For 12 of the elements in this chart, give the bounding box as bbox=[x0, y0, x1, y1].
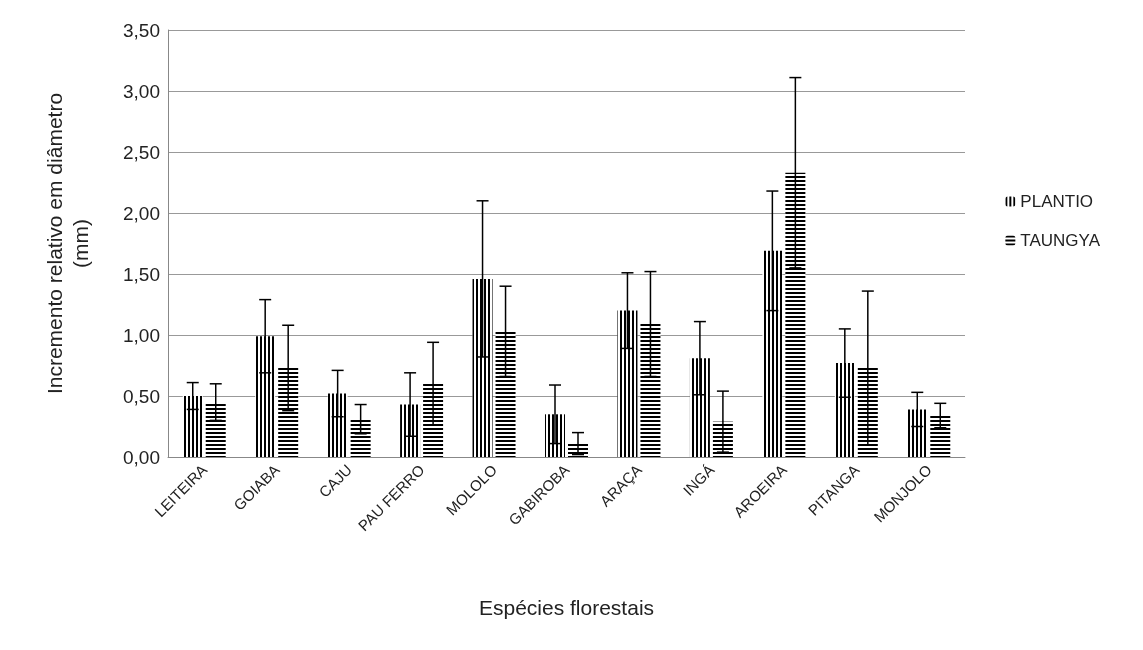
y-axis-title: Incremento relativo em diâmetro (mm) bbox=[42, 92, 92, 395]
y-tick-label: 3,00 bbox=[123, 80, 160, 102]
y-tick-label: 1,00 bbox=[123, 324, 160, 346]
y-tick-label: 1,50 bbox=[123, 263, 160, 285]
y-tick-label: 3,50 bbox=[123, 19, 160, 41]
legend-label: PLANTIO bbox=[1020, 192, 1094, 211]
y-tick-label: 0,00 bbox=[123, 446, 160, 468]
y-tick-label: 2,00 bbox=[123, 202, 160, 224]
legend-label: TAUNGYA bbox=[1020, 231, 1101, 250]
y-tick-label: 0,50 bbox=[123, 385, 160, 407]
x-axis-title: Espécies florestais bbox=[478, 596, 655, 619]
y-tick-label: 2,50 bbox=[123, 141, 160, 163]
